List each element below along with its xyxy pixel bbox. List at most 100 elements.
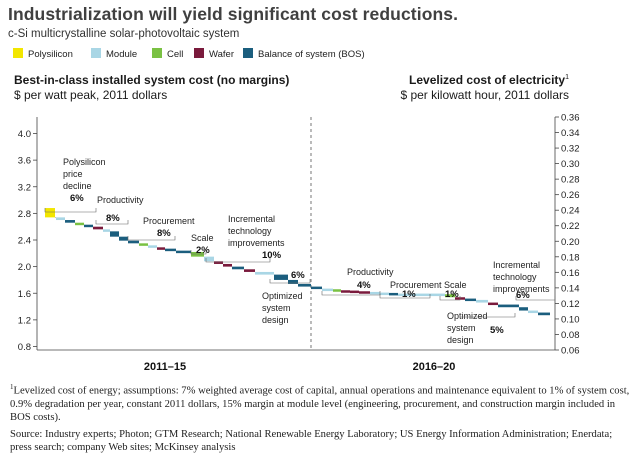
annotation-label: Scale — [444, 280, 467, 290]
right-tick-label: 0.10 — [561, 314, 580, 325]
left-tick-label: 3.2 — [18, 182, 31, 193]
right-axis-title: Levelized cost of electricity1 — [409, 73, 569, 87]
waterfall-bar — [445, 294, 455, 298]
right-tick-label: 0.28 — [561, 175, 580, 186]
right-tick-label: 0.14 — [561, 283, 580, 294]
annotation-percent: 5% — [490, 325, 504, 336]
annotation-bracket — [269, 279, 311, 284]
waterfall-bar — [165, 248, 176, 252]
annotation-bracket — [379, 294, 431, 299]
waterfall-bar — [333, 289, 341, 292]
waterfall-bar — [45, 208, 55, 218]
right-tick-label: 0.36 — [561, 113, 580, 124]
annotation-percent: 6% — [70, 193, 84, 204]
right-tick-label: 0.34 — [561, 128, 580, 139]
left-tick-label: 2.0 — [18, 262, 31, 273]
page-title: Industrialization will yield significant… — [8, 4, 459, 24]
annotation-percent: 2% — [196, 245, 210, 256]
waterfall-bar — [56, 217, 65, 221]
annotation-label: system — [447, 323, 476, 333]
waterfall-bar — [128, 240, 139, 244]
annotation-bracket — [95, 220, 129, 225]
legend-label: Wafer — [209, 49, 234, 60]
annotation-label: technology — [228, 226, 272, 236]
waterfall-bar — [380, 292, 389, 296]
legend-item-cell: Cell — [152, 48, 183, 60]
footnote: 1Levelized cost of energy; assumptions: … — [10, 381, 632, 424]
waterfall-bar — [298, 283, 311, 287]
annotation-label: Scale — [191, 233, 214, 243]
annotation-bracket — [439, 296, 461, 301]
waterfall-bar — [84, 224, 93, 228]
source-note: Source: Industry experts; Photon; GTM Re… — [10, 429, 613, 453]
left-axis-units: $ per watt peak, 2011 dollars — [14, 88, 168, 102]
waterfall-bar — [476, 299, 488, 303]
waterfall-bar — [157, 247, 165, 250]
annotation-percent: 4% — [357, 280, 371, 291]
waterfall-bar — [176, 250, 191, 254]
annotation-label: price — [63, 169, 83, 179]
annotation-label: improvements — [493, 284, 550, 294]
waterfall-bar — [465, 298, 476, 302]
annotation-label: Incremental — [493, 260, 540, 270]
annotation-label: Procurement — [390, 280, 442, 290]
right-tick-label: 0.12 — [561, 299, 580, 310]
footnote-marker: 1 — [565, 74, 569, 81]
right-tick-label: 0.06 — [561, 346, 580, 357]
annotation-label: Productivity — [347, 267, 394, 277]
right-tick-label: 0.30 — [561, 159, 580, 170]
legend-label: Polysilicon — [28, 49, 73, 60]
legend-swatch — [243, 48, 253, 58]
annotation-percent: 6% — [516, 290, 530, 301]
annotation-label: system — [262, 303, 291, 313]
annotation-label: Procurement — [143, 216, 195, 226]
left-tick-label: 2.8 — [18, 209, 31, 220]
annotation-percent: 10% — [262, 250, 282, 261]
legend-item-polysilicon: Polysilicon — [13, 48, 73, 60]
waterfall-bar — [103, 229, 110, 232]
waterfall-bar — [65, 220, 75, 223]
right-axis-title-text: Levelized cost of electricity — [409, 73, 566, 87]
footnote-text: Levelized cost of energy; assumptions: 7… — [10, 385, 630, 423]
waterfall-bar — [528, 310, 538, 314]
page-subtitle: c-Si multicrystalline solar-photovoltaic… — [8, 28, 240, 40]
annotation-percent: 6% — [291, 270, 305, 281]
waterfall-bar — [359, 291, 370, 294]
annotation-label: design — [262, 315, 289, 325]
annotation-bracket — [515, 296, 556, 301]
legend-label: Cell — [167, 49, 184, 60]
period-label: 2016–20 — [413, 361, 456, 373]
waterfall-bar — [255, 271, 274, 275]
annotation-bracket — [459, 313, 516, 318]
left-tick-label: 1.6 — [18, 289, 31, 300]
waterfall-bar — [274, 274, 288, 280]
legend-item-wafer: Wafer — [194, 48, 234, 60]
waterfall-bar — [519, 307, 528, 311]
waterfall-bar — [350, 290, 359, 294]
waterfall-bar — [93, 226, 103, 230]
annotation-bracket — [205, 258, 271, 263]
left-tick-label: 4.0 — [18, 129, 31, 140]
annotation-label: Incremental — [228, 214, 275, 224]
right-tick-label: 0.26 — [561, 190, 580, 201]
right-tick-label: 0.18 — [561, 252, 580, 263]
left-tick-label: 1.2 — [18, 315, 31, 326]
legend-swatch — [152, 48, 162, 58]
waterfall-bar — [139, 243, 148, 246]
annotation-label: Optimized — [262, 291, 303, 301]
waterfall-bar — [223, 263, 232, 267]
annotation-percent: 1% — [445, 289, 459, 300]
waterfall-bar — [341, 290, 350, 293]
annotation-percent: 8% — [106, 213, 120, 224]
legend-swatch — [13, 48, 23, 58]
legend-item-module: Module — [91, 48, 137, 60]
annotation-percent: 8% — [157, 228, 171, 239]
waterfall-bar — [148, 245, 157, 248]
waterfall-bar — [232, 266, 244, 270]
left-axis-title: Best-in-class installed system cost (no … — [14, 73, 290, 87]
legend-swatch — [194, 48, 204, 58]
footnote-mark: 1 — [10, 383, 14, 391]
annotation-label: Polysilicon — [63, 157, 106, 167]
waterfall-bar — [75, 222, 84, 226]
waterfall-bar — [288, 279, 298, 284]
